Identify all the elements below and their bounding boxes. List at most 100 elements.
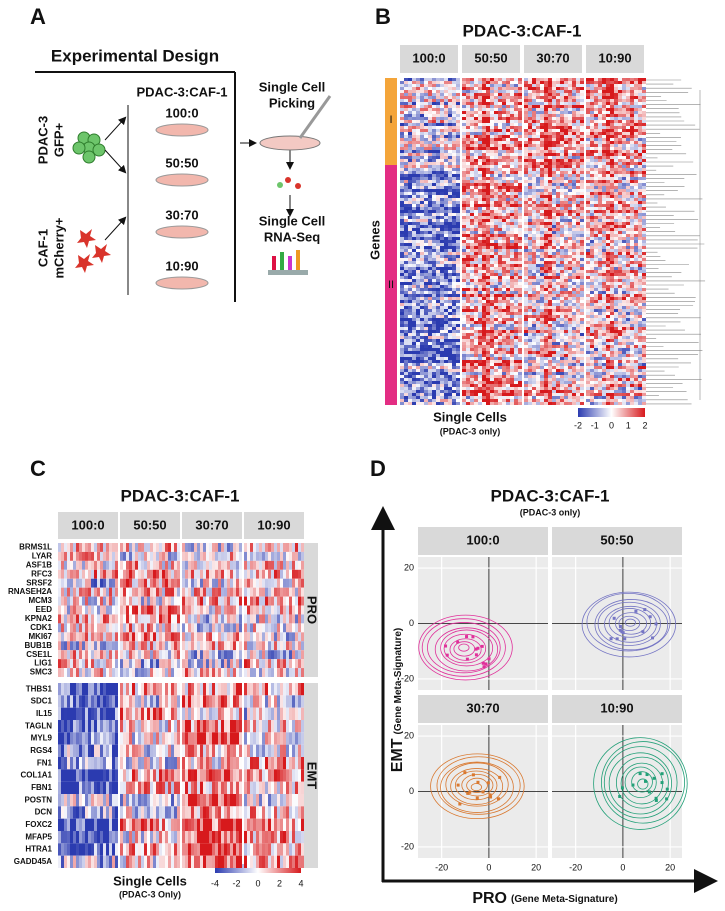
heatmap-cell [448, 120, 452, 123]
heatmap-cell [552, 198, 556, 201]
heatmap-cell [494, 93, 498, 96]
heatmap-cell [404, 174, 408, 177]
heatmap-cell [456, 231, 460, 234]
heatmap-cell [448, 324, 452, 327]
heatmap-cell [444, 135, 448, 138]
heatmap-cell [576, 327, 580, 330]
heatmap-cell [524, 285, 528, 288]
heatmap-cell [462, 204, 466, 207]
heatmap-cell [436, 222, 440, 225]
heatmap-cell [502, 318, 506, 321]
heatmap-cell [572, 237, 576, 240]
heatmap-cell [494, 201, 498, 204]
heatmap-cell [448, 96, 452, 99]
heatmap-cell [408, 81, 412, 84]
heatmap-cell [494, 87, 498, 90]
heatmap-cell [552, 324, 556, 327]
heatmap-cell [544, 234, 548, 237]
heatmap-cell [424, 174, 428, 177]
heatmap-cell [466, 135, 470, 138]
heatmap-cell [518, 213, 522, 216]
heatmap-cell [400, 150, 404, 153]
heatmap-cell [482, 165, 486, 168]
heatmap-cell [506, 303, 510, 306]
heatmap-cell [452, 279, 456, 282]
heatmap-cell [408, 111, 412, 114]
heatmap-cell [474, 288, 478, 291]
heatmap-cell [444, 132, 448, 135]
heatmap-cell [452, 345, 456, 348]
heatmap-cell [544, 354, 548, 357]
heatmap-cell [506, 393, 510, 396]
cluster-label: II [388, 279, 394, 291]
heatmap-cell [506, 375, 510, 378]
heatmap-cell [440, 93, 444, 96]
heatmap-cell [536, 339, 540, 342]
step-label: Picking [269, 95, 315, 110]
heatmap-cell [474, 306, 478, 309]
heatmap-cell [424, 372, 428, 375]
heatmap-cell [470, 297, 474, 300]
heatmap-cell [424, 132, 428, 135]
heatmap-cell [440, 120, 444, 123]
heatmap-cell [638, 78, 642, 81]
heatmap-cell [448, 402, 452, 405]
heatmap-cell [490, 204, 494, 207]
heatmap-cell [408, 174, 412, 177]
heatmap-cell [470, 249, 474, 252]
heatmap-cell [486, 264, 490, 267]
heatmap-cell [440, 192, 444, 195]
heatmap-cell [564, 402, 568, 405]
heatmap-cell [462, 183, 466, 186]
heatmap-cell [572, 216, 576, 219]
heatmap-cell [452, 132, 456, 135]
heatmap-cell [466, 117, 470, 120]
heatmap-cell [448, 210, 452, 213]
heatmap-cell [408, 168, 412, 171]
heatmap-cell [564, 111, 568, 114]
heatmap-cell [474, 174, 478, 177]
heatmap-cell [544, 312, 548, 315]
heatmap-cell [506, 315, 510, 318]
heatmap-cell [540, 243, 544, 246]
heatmap-cell [424, 126, 428, 129]
heatmap-cell [424, 306, 428, 309]
heatmap-cell [556, 90, 560, 93]
heatmap-cell [420, 348, 424, 351]
heatmap-cell [528, 270, 532, 273]
heatmap-cell [486, 162, 490, 165]
heatmap-cell [524, 279, 528, 282]
heatmap-cell [510, 324, 514, 327]
heatmap-cell [416, 372, 420, 375]
heatmap-cell [568, 159, 572, 162]
heatmap-cell [536, 270, 540, 273]
heatmap-cell [436, 357, 440, 360]
heatmap-cell [420, 228, 424, 231]
heatmap-cell [556, 225, 560, 228]
heatmap-cell [502, 207, 506, 210]
heatmap-cell [572, 198, 576, 201]
heatmap-cell [514, 240, 518, 243]
heatmap-cell [506, 345, 510, 348]
heatmap-cell [408, 135, 412, 138]
heatmap-cell [514, 189, 518, 192]
heatmap-cell [514, 384, 518, 387]
heatmap-cell [432, 183, 436, 186]
heatmap-cell [444, 294, 448, 297]
heatmap-cell [452, 363, 456, 366]
heatmap-cell [518, 402, 522, 405]
heatmap-cell [408, 243, 412, 246]
heatmap-cell [404, 195, 408, 198]
heatmap-cell [580, 285, 584, 288]
heatmap-cell [416, 90, 420, 93]
heatmap-cell [510, 402, 514, 405]
heatmap-cell [552, 297, 556, 300]
heatmap-cell [456, 279, 460, 282]
heatmap-cell [452, 84, 456, 87]
heatmap-cell [506, 204, 510, 207]
heatmap-cell [452, 309, 456, 312]
heatmap-cell [474, 81, 478, 84]
heatmap-cell [572, 270, 576, 273]
heatmap-cell [478, 204, 482, 207]
heatmap-cell [528, 255, 532, 258]
